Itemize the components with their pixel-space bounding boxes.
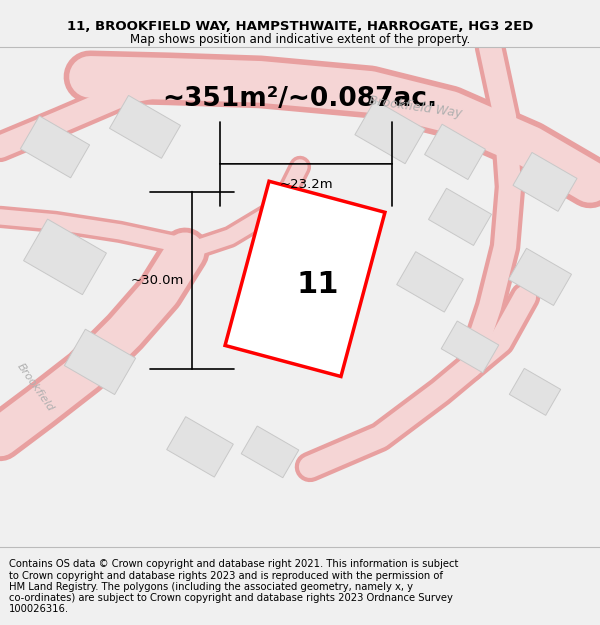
Text: Brookfield: Brookfield	[15, 361, 55, 413]
Polygon shape	[441, 321, 499, 372]
Polygon shape	[425, 124, 485, 179]
Text: HM Land Registry. The polygons (including the associated geometry, namely x, y: HM Land Registry. The polygons (includin…	[9, 582, 413, 592]
Text: co-ordinates) are subject to Crown copyright and database rights 2023 Ordnance S: co-ordinates) are subject to Crown copyr…	[9, 593, 453, 603]
Polygon shape	[241, 426, 299, 478]
Polygon shape	[20, 116, 89, 178]
Text: Map shows position and indicative extent of the property.: Map shows position and indicative extent…	[130, 34, 470, 46]
Text: Contains OS data © Crown copyright and database right 2021. This information is : Contains OS data © Crown copyright and d…	[9, 559, 458, 569]
Polygon shape	[64, 329, 136, 394]
Polygon shape	[355, 100, 425, 164]
Polygon shape	[167, 417, 233, 477]
Text: 11, BROOKFIELD WAY, HAMPSTHWAITE, HARROGATE, HG3 2ED: 11, BROOKFIELD WAY, HAMPSTHWAITE, HARROG…	[67, 20, 533, 32]
Polygon shape	[225, 181, 385, 376]
Text: 100026316.: 100026316.	[9, 604, 69, 614]
Polygon shape	[110, 96, 181, 158]
Polygon shape	[508, 248, 572, 306]
Polygon shape	[397, 252, 463, 312]
Polygon shape	[428, 188, 491, 246]
Polygon shape	[23, 219, 106, 294]
Text: ~30.0m: ~30.0m	[131, 274, 184, 287]
Text: 11: 11	[297, 271, 339, 299]
Polygon shape	[513, 152, 577, 211]
Text: ~23.2m: ~23.2m	[279, 178, 333, 191]
Text: to Crown copyright and database rights 2023 and is reproduced with the permissio: to Crown copyright and database rights 2…	[9, 571, 443, 581]
Text: ~351m²/~0.087ac.: ~351m²/~0.087ac.	[163, 86, 437, 112]
Polygon shape	[509, 368, 560, 416]
Text: Brookfield Way: Brookfield Way	[368, 94, 463, 120]
